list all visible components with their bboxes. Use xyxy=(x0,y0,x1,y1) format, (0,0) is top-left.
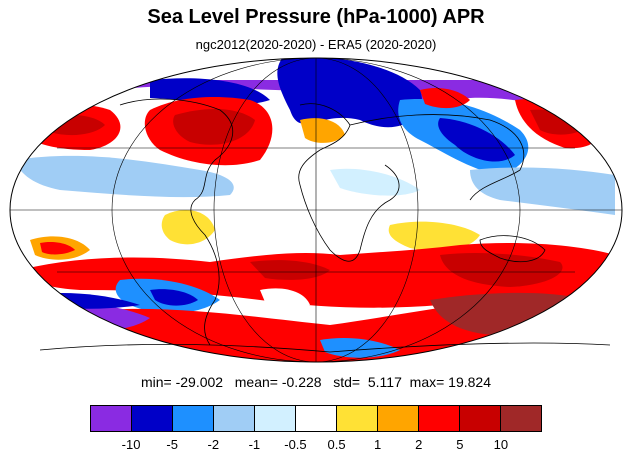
stat-max-label: max= xyxy=(409,374,445,390)
indian-ocean-positive xyxy=(388,221,480,252)
antarctica-coastline xyxy=(39,342,611,353)
colorbar-segment-8 xyxy=(419,406,460,431)
ural-high xyxy=(420,88,470,109)
stat-std-label: std= xyxy=(333,374,361,390)
s-indian-high-core xyxy=(440,252,563,287)
s-pacific-patch-core xyxy=(40,241,75,255)
stat-min-label: min= xyxy=(140,374,172,390)
americas-coastline xyxy=(119,98,234,346)
colorbar-tick-label: 2 xyxy=(415,437,423,452)
colorbar-tick-label: -10 xyxy=(121,437,141,452)
s-atlantic-high-core xyxy=(250,260,330,280)
arctic-low-core xyxy=(277,58,422,128)
stat-mean-label: mean= xyxy=(234,374,278,390)
colorbar-tick-label: 1 xyxy=(374,437,382,452)
colorbar-segment-0 xyxy=(91,406,132,431)
arctic-very-low xyxy=(40,80,600,118)
stat-mean-value: -0.228 xyxy=(281,374,322,390)
colorbar-segment-3 xyxy=(214,406,255,431)
africa-slight-negative xyxy=(330,168,420,196)
colorbar-tick-label: -0.5 xyxy=(284,437,307,452)
s-pacific-trough-core xyxy=(150,289,198,306)
colorbar-tick-label: -5 xyxy=(166,437,178,452)
w-pacific-negative xyxy=(470,167,615,215)
colorbar-segment-9 xyxy=(460,406,501,431)
colorbar-tick-label: -2 xyxy=(207,437,220,452)
asia-coastline xyxy=(349,114,525,201)
colorbar-segment-7 xyxy=(378,406,419,431)
map-border xyxy=(9,57,623,363)
colorbar-tick-labels: -10 -5 -2 -1 -0.5 0.5 1 2 5 10 xyxy=(0,437,632,455)
colorbar-segment-10 xyxy=(501,406,541,431)
colorbar-tick-label: 5 xyxy=(456,437,464,452)
colorbar-segment-5 xyxy=(296,406,337,431)
tropical-pacific-negative xyxy=(15,155,234,198)
colorbar-segment-1 xyxy=(132,406,173,431)
coastlines xyxy=(39,98,611,353)
stat-std-value: 5.117 xyxy=(367,374,402,390)
canada-low xyxy=(150,78,270,105)
colorbar-segment-2 xyxy=(173,406,214,431)
statistics-line: min= -29.002 mean= -0.228 std= 5.117 max… xyxy=(0,374,632,390)
colorbar-tick-label: 10 xyxy=(493,437,509,452)
stat-min-value: -29.002 xyxy=(175,374,224,390)
colorbar-segment-6 xyxy=(337,406,378,431)
tropical-atlantic-positive xyxy=(161,210,215,245)
australia-coastline xyxy=(479,235,546,263)
colorbar xyxy=(90,405,542,432)
s-atlantic-neutral xyxy=(260,288,310,310)
europe-patch xyxy=(300,118,345,143)
colorbar-tick-label: -1 xyxy=(248,437,261,452)
asia-low-inner xyxy=(438,118,515,162)
europe-africa-coastline xyxy=(298,103,400,262)
plot-title: Sea Level Pressure (hPa-1000) APR xyxy=(147,6,485,28)
colorbar-tick-label: 0.5 xyxy=(327,437,346,452)
stat-max-value: 19.824 xyxy=(448,374,491,390)
weddell-trough xyxy=(320,338,400,358)
colorbar-segment-4 xyxy=(255,406,296,431)
plot-subtitle: ngc2012(2020-2020) - ERA5 (2020-2020) xyxy=(195,37,437,52)
